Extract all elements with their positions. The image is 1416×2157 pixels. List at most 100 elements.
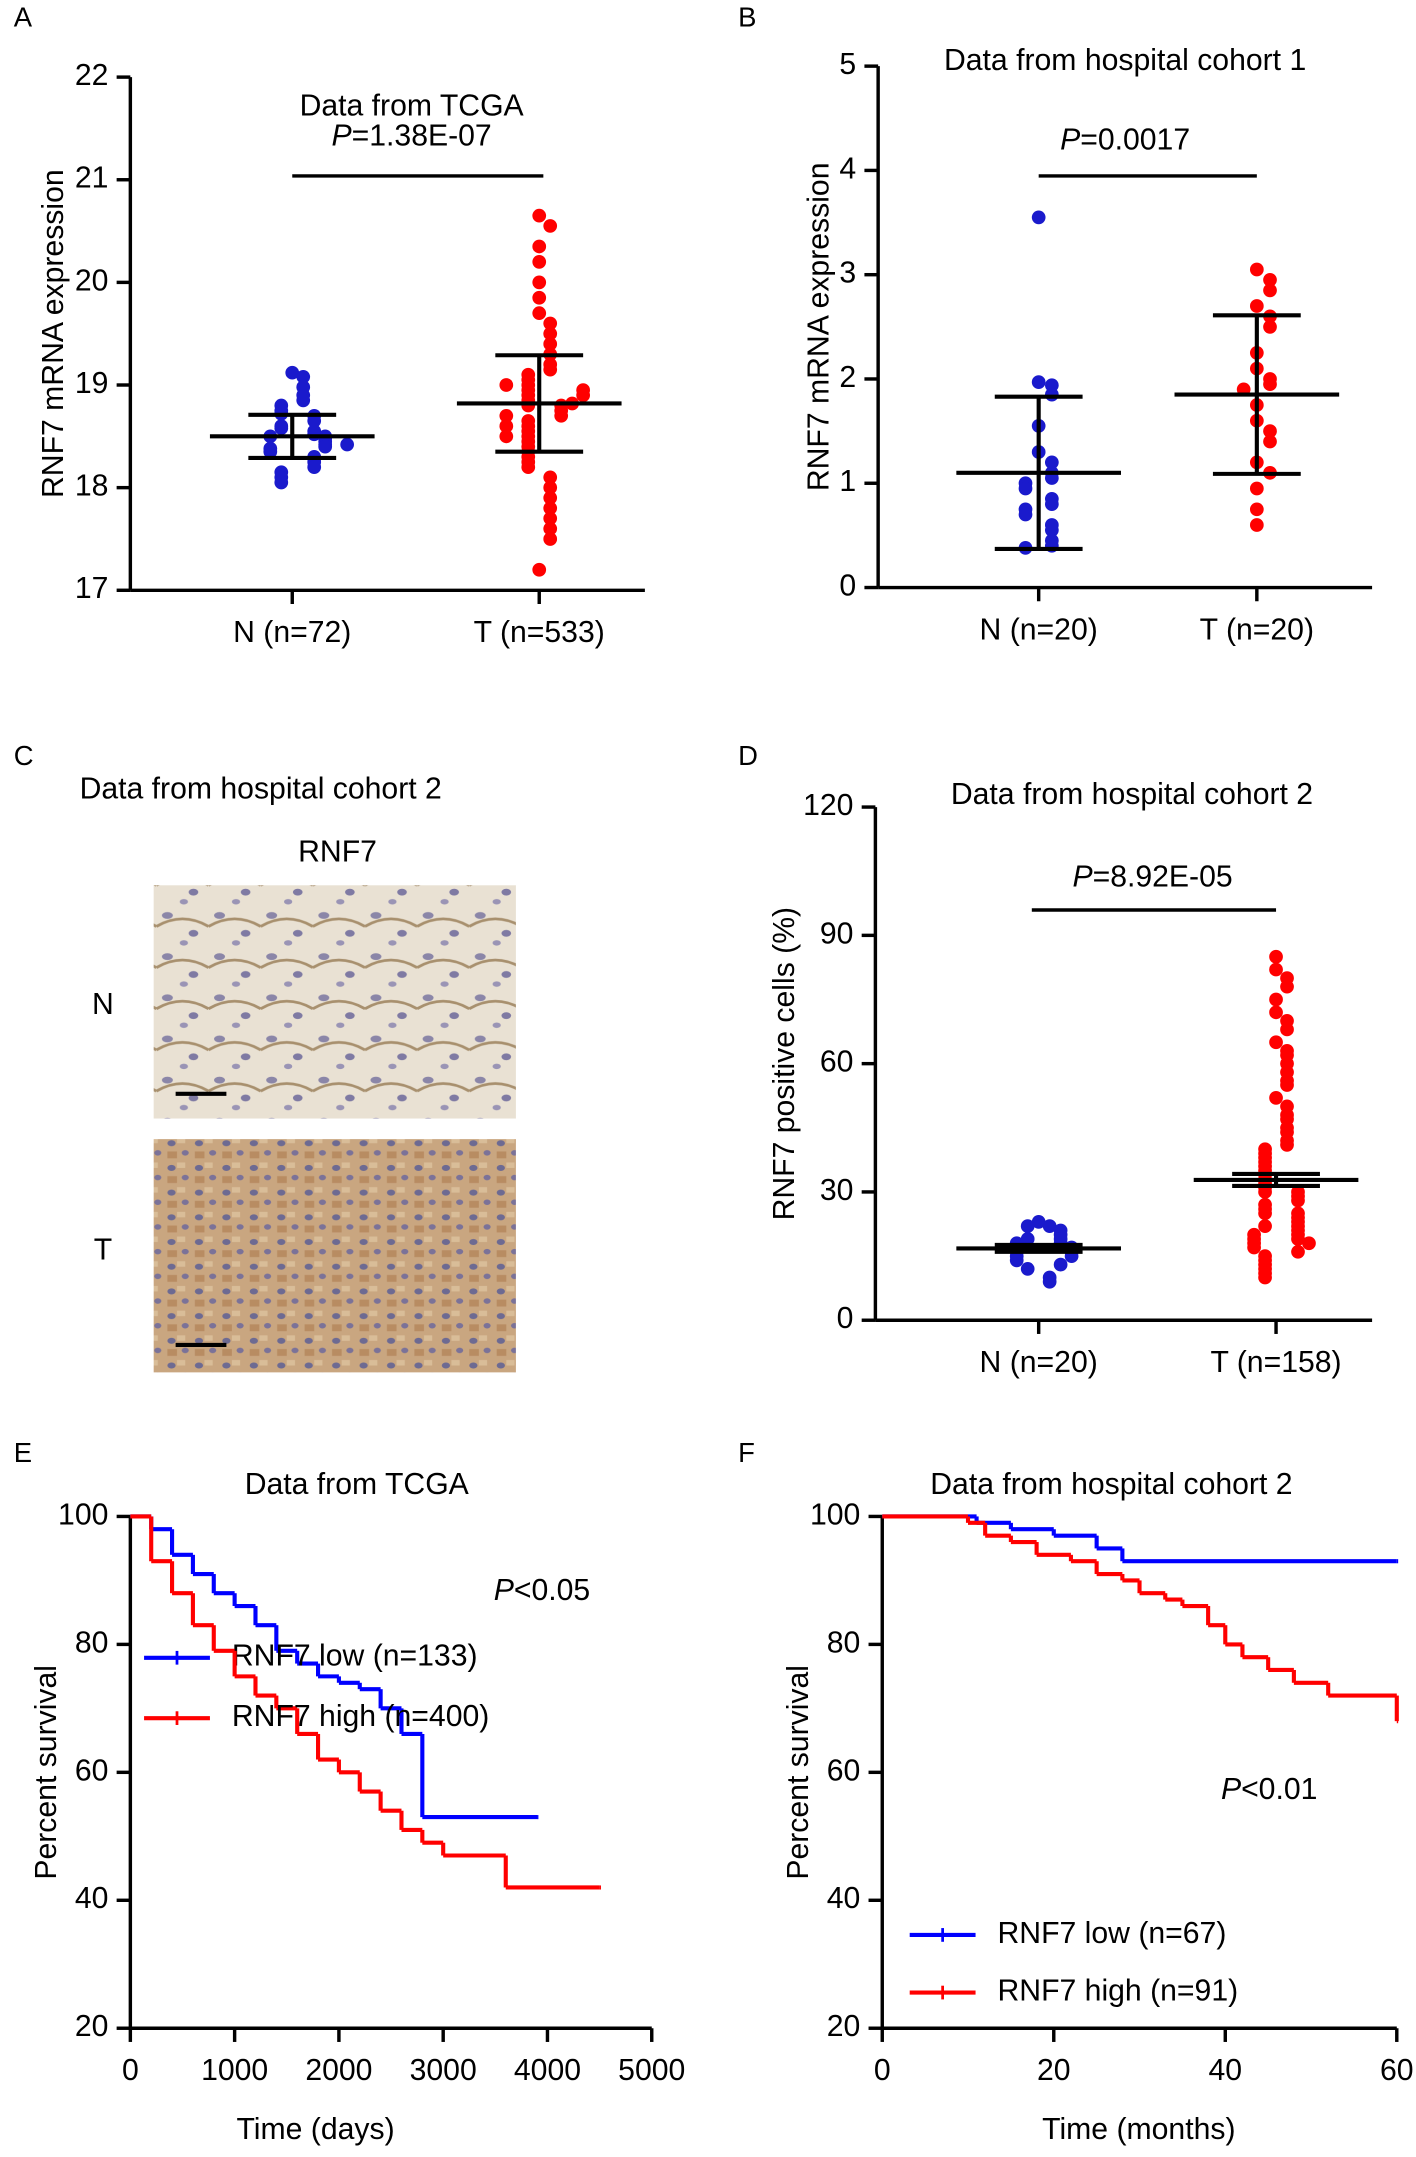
panel-label: F (738, 1437, 755, 1468)
y-tick-label: 17 (75, 572, 109, 605)
data-point (532, 290, 547, 305)
p-symbol: P (1221, 1773, 1241, 1806)
y-tick-label: 80 (827, 1626, 861, 1659)
p-symbol: P (1072, 860, 1092, 893)
data-point (1044, 387, 1059, 402)
data-point (1020, 1219, 1035, 1234)
data-point (543, 511, 558, 526)
p-symbol: P (1060, 124, 1080, 157)
data-point (1247, 1240, 1261, 1255)
y-tick-label: 18 (75, 470, 109, 503)
data-point (1044, 523, 1059, 538)
y-tick-label: 60 (820, 1046, 854, 1079)
data-point (296, 393, 311, 408)
y-tick-label: 60 (75, 1754, 109, 1787)
micrograph (153, 885, 516, 1119)
p-value: P=0.0017 (1060, 124, 1190, 157)
data-point (1269, 1005, 1283, 1020)
data-point (1258, 1270, 1272, 1285)
chart-title: Data from TCGA (300, 89, 525, 122)
y-axis-label: RNF7 mRNA expression (37, 169, 70, 498)
data-point (1269, 1035, 1283, 1050)
y-tick-label: 5 (839, 48, 856, 81)
data-point (1258, 1219, 1272, 1234)
y-tick-label: 4 (839, 152, 856, 185)
y-tick-label: 60 (827, 1754, 861, 1787)
p-text: <0.05 (514, 1574, 590, 1607)
y-tick-label: 21 (75, 162, 109, 195)
data-point (340, 437, 354, 452)
data-point (318, 439, 333, 454)
y-tick-label: 20 (827, 2010, 861, 2043)
y-axis-label: RNF7 mRNA expression (802, 163, 835, 492)
data-point (499, 419, 514, 433)
data-point (1269, 992, 1283, 1007)
x-tick-label: 5000 (618, 2054, 685, 2087)
data-point (1020, 1232, 1035, 1246)
data-point (1053, 1257, 1068, 1272)
data-point (1280, 1078, 1294, 1092)
legend-label: RNF7 low (n=67) (998, 1917, 1227, 1950)
data-point (543, 501, 558, 516)
p-text: =8.92E-05 (1093, 860, 1233, 893)
panel-label: D (738, 740, 758, 771)
data-point (1291, 1232, 1305, 1246)
data-point (499, 408, 514, 423)
data-point (543, 491, 558, 505)
y-tick-label: 22 (75, 59, 109, 92)
data-point (1269, 1091, 1283, 1105)
data-point (1018, 481, 1033, 496)
data-point (1044, 455, 1059, 470)
y-axis-label: Percent survival (782, 1665, 815, 1880)
data-point (296, 369, 311, 384)
data-point (1018, 507, 1033, 522)
x-tick-label: T (n=533) (474, 616, 605, 649)
image-panel-title: Data from hospital cohort 2 (80, 773, 442, 806)
data-point (543, 480, 558, 495)
data-point (1280, 1138, 1294, 1152)
data-point (307, 460, 322, 474)
chart-title: Data from TCGA (245, 1468, 470, 1501)
row-label: T (94, 1234, 112, 1267)
data-point (1249, 481, 1264, 496)
data-point (274, 421, 289, 435)
data-point (1258, 1206, 1272, 1221)
data-point (1249, 502, 1264, 517)
data-point (1020, 1262, 1035, 1276)
p-text: <0.01 (1241, 1773, 1317, 1806)
data-point (1263, 273, 1277, 287)
data-point (499, 378, 514, 392)
stain-label: RNF7 (298, 836, 377, 869)
x-axis-label: Time (days) (237, 2113, 395, 2146)
data-point (1249, 518, 1264, 532)
p-symbol: P (494, 1574, 514, 1607)
data-point (543, 219, 558, 233)
x-tick-label: 4000 (514, 2054, 581, 2087)
data-point (1263, 424, 1277, 438)
data-point (1031, 375, 1046, 389)
row-label: N (92, 988, 114, 1021)
p-value: P=8.92E-05 (1072, 860, 1232, 893)
p-text: =0.0017 (1080, 124, 1190, 157)
chart-title: Data from hospital cohort 1 (944, 44, 1306, 77)
data-point (1249, 299, 1264, 313)
data-point (1302, 1236, 1316, 1251)
data-point (1042, 1219, 1057, 1234)
x-tick-label: 0 (874, 2054, 891, 2087)
x-tick-label: 2000 (305, 2054, 372, 2087)
data-point (274, 475, 289, 490)
data-point (543, 316, 558, 331)
p-text: =1.38E-07 (352, 119, 492, 152)
chart-title: Data from hospital cohort 2 (930, 1468, 1292, 1501)
panel-label: C (14, 740, 34, 771)
data-point (263, 444, 278, 459)
data-point (1009, 1253, 1024, 1268)
data-point (554, 408, 569, 423)
data-point (1269, 962, 1283, 977)
data-point (499, 429, 514, 444)
data-point (1291, 1244, 1305, 1259)
x-tick-label: T (n=20) (1200, 613, 1314, 646)
data-point (1042, 1274, 1057, 1289)
data-point (1044, 378, 1059, 393)
